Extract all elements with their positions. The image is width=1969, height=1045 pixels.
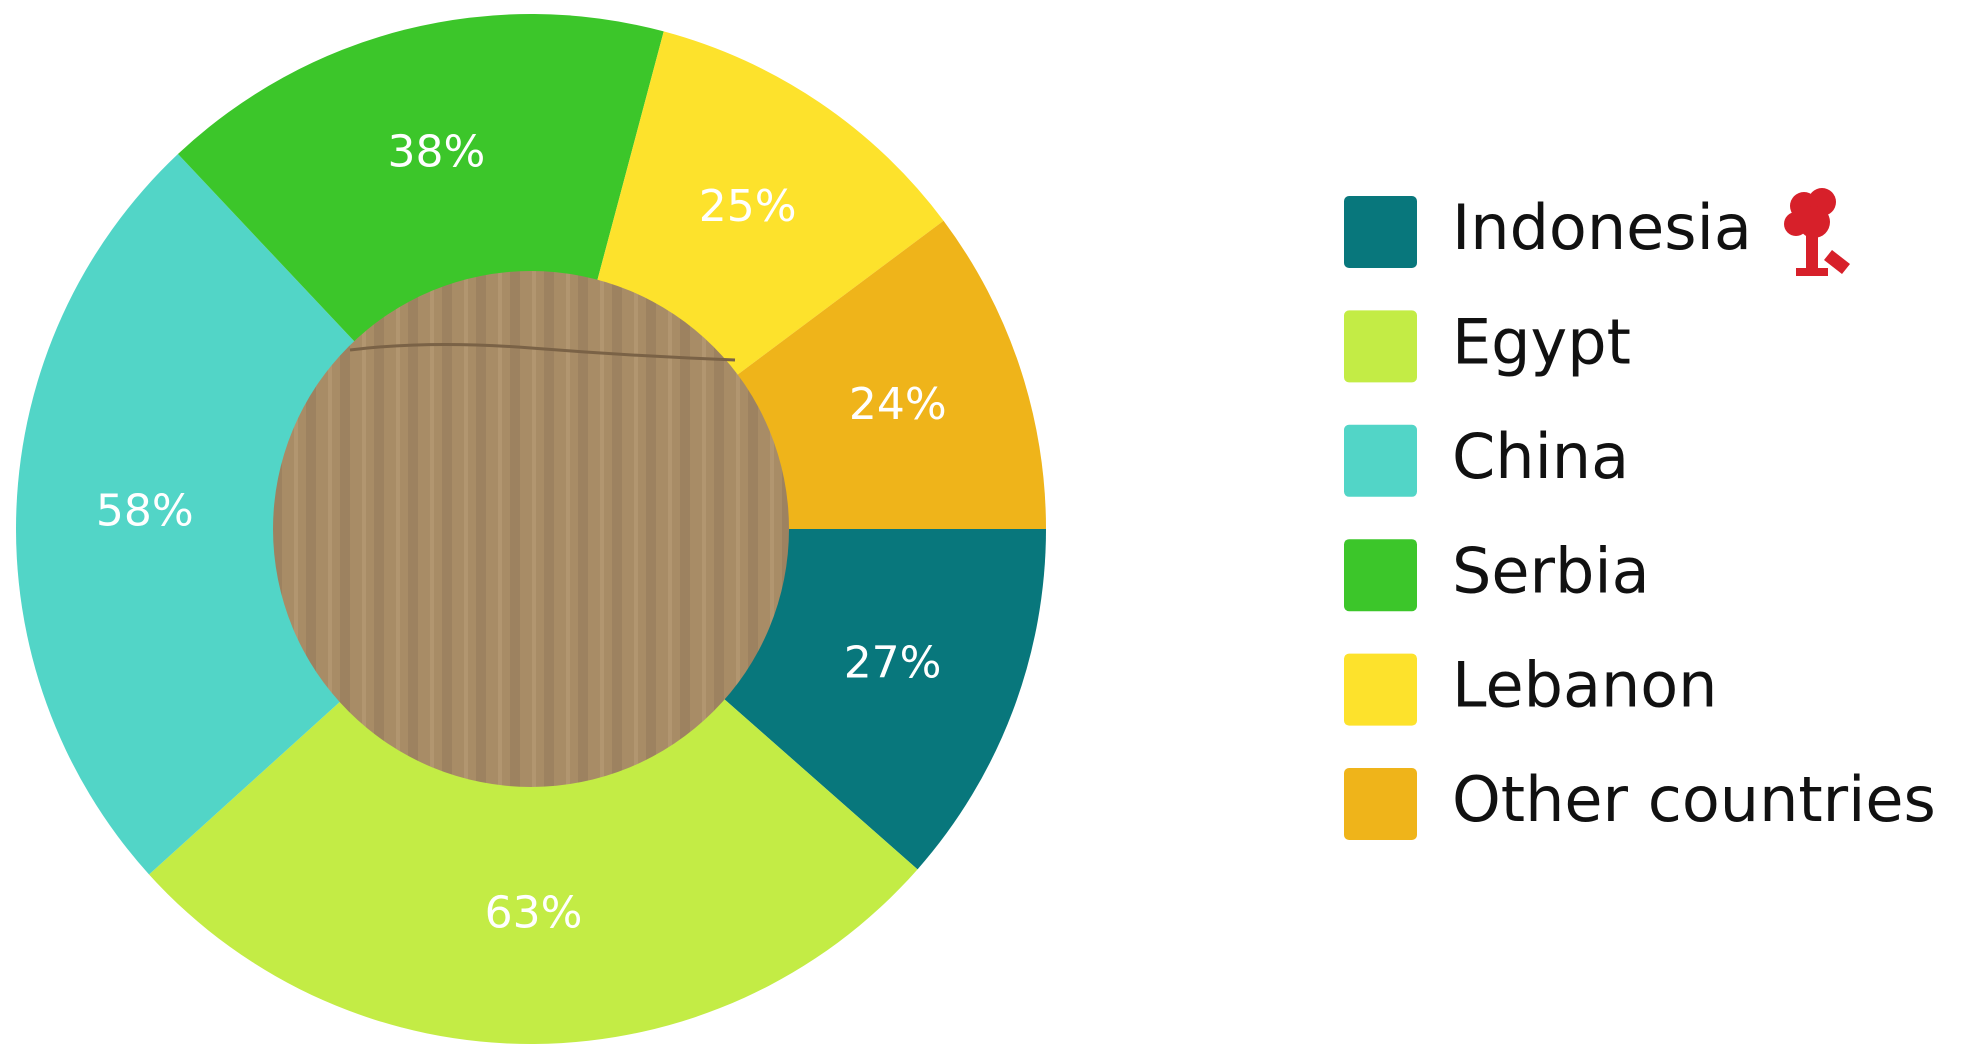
slice-label: 58% [96, 486, 194, 537]
legend-label: Other countries [1452, 763, 1936, 836]
slice-label: 63% [485, 887, 583, 938]
legend-label: China [1452, 420, 1629, 493]
legend-swatch [1344, 424, 1417, 497]
slice-label: 27% [844, 637, 942, 688]
legend-swatch [1344, 653, 1417, 726]
decorative-icon [1784, 188, 1850, 276]
legend-label: Egypt [1452, 305, 1631, 378]
donut-hole [273, 271, 789, 787]
slice-label: 24% [849, 379, 947, 430]
slice-label: 38% [387, 126, 485, 177]
legend-label: Lebanon [1452, 649, 1717, 722]
legend: Indonesia Egypt China Serbia Lebanon Other co… [1344, 191, 1936, 840]
legend-swatch [1344, 768, 1417, 840]
texture-crease [349, 342, 736, 362]
legend-label: Serbia [1452, 534, 1650, 607]
legend-swatch [1344, 310, 1417, 383]
legend-swatch [1344, 539, 1417, 612]
legend-label: Indonesia [1452, 191, 1752, 264]
slice-label: 25% [699, 181, 797, 232]
legend-swatch [1344, 196, 1417, 268]
